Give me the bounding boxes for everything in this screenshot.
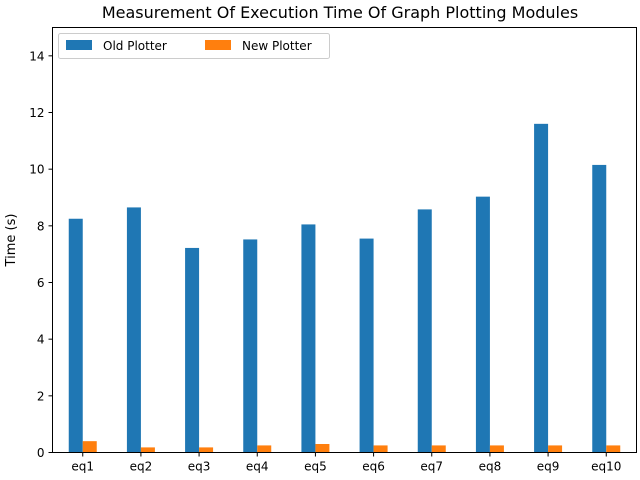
legend-swatch-new: [205, 40, 231, 50]
bar-new-eq9: [548, 445, 563, 453]
bar-old-eq4: [243, 239, 258, 453]
ticks-layer: eq1 eq2 eq3 eq4 eq5 eq6 eq7 eq8 eq9 eq10 0 2 4 6 8 10 12…: [29, 49, 621, 473]
bar-new-eq6: [373, 445, 388, 453]
y-tick-label: 6: [37, 276, 45, 290]
bar-new-eq7: [431, 445, 446, 453]
y-tick-label: 0: [37, 446, 45, 460]
legend-box: [58, 33, 330, 59]
bar-new-eq1: [82, 441, 97, 453]
legend-label-new: New Plotter: [242, 39, 312, 53]
y-tick-label: 10: [29, 163, 44, 177]
bar-new-eq4: [257, 445, 272, 453]
x-tick-label: eq6: [362, 460, 385, 474]
bar-old-eq2: [126, 207, 141, 453]
bar-old-eq9: [534, 123, 549, 453]
x-tick-label: eq1: [71, 460, 94, 474]
bar-old-eq7: [417, 209, 432, 453]
x-tick-label: eq8: [479, 460, 502, 474]
chart-title: Measurement Of Execution Time Of Graph P…: [102, 3, 578, 22]
y-tick-label: 4: [37, 333, 45, 347]
y-axis-label: Time (s): [4, 214, 19, 268]
x-tick-label: eq9: [537, 460, 560, 474]
bar-new-eq5: [315, 444, 330, 453]
y-tick-label: 2: [37, 389, 45, 403]
y-tick-label: 12: [29, 106, 44, 120]
bars-layer: [68, 123, 621, 453]
bar-old-eq8: [475, 196, 490, 453]
bar-new-eq2: [140, 447, 155, 453]
bar-old-eq3: [185, 247, 200, 453]
y-tick-label: 14: [29, 49, 44, 63]
x-tick-label: eq4: [246, 460, 269, 474]
x-tick-label: eq3: [188, 460, 211, 474]
bar-old-eq1: [68, 218, 83, 453]
x-tick-label: eq10: [591, 460, 621, 474]
bar-old-eq6: [359, 238, 374, 453]
legend-label-old: Old Plotter: [103, 39, 167, 53]
bar-new-eq3: [199, 447, 214, 453]
legend-swatch-old: [66, 40, 92, 50]
bar-new-eq10: [606, 445, 621, 453]
bar-old-eq10: [592, 164, 607, 453]
legend: Old Plotter New Plotter: [58, 33, 330, 59]
bar-new-eq8: [489, 445, 504, 453]
x-tick-label: eq5: [304, 460, 327, 474]
x-tick-label: eq2: [130, 460, 153, 474]
x-tick-label: eq7: [420, 460, 443, 474]
bar-old-eq5: [301, 224, 316, 453]
plot-frame: [52, 27, 637, 453]
y-tick-label: 8: [37, 219, 45, 233]
